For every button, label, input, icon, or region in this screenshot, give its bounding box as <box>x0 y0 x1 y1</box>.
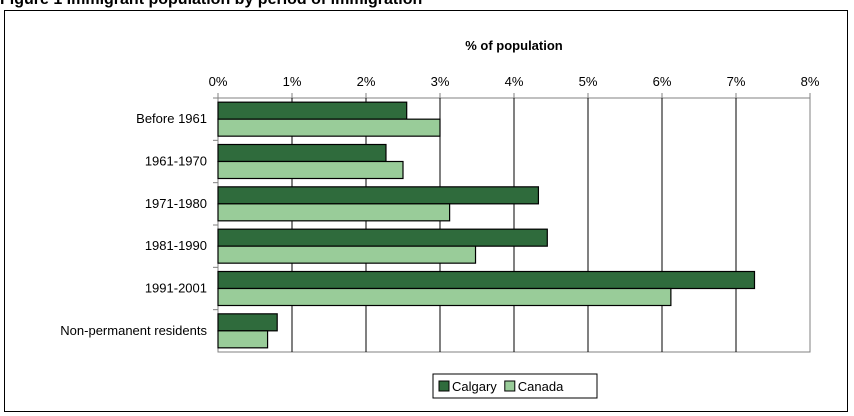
page-title: Figure 1 Immigrant population by period … <box>0 0 854 10</box>
category-label: 1971-1980 <box>145 196 207 211</box>
x-tick-label: 2% <box>357 74 376 89</box>
bar-canada-4 <box>217 287 672 307</box>
bar-canada-2 <box>217 203 451 222</box>
x-tick-label: 5% <box>579 74 598 89</box>
bar-calgary-4 <box>217 270 756 290</box>
category-label: Before 1961 <box>136 111 207 126</box>
x-tick-label: 4% <box>505 74 524 89</box>
bar-calgary-0 <box>217 101 408 120</box>
x-tick-label: 1% <box>283 74 302 89</box>
legend-label-canada: Canada <box>518 379 564 394</box>
x-tick-label: 0% <box>209 74 228 89</box>
chart-title: % of population <box>465 38 563 53</box>
legend-label-calgary: Calgary <box>452 379 497 394</box>
bar-canada-3 <box>217 245 477 264</box>
bar-calgary-3 <box>217 228 548 247</box>
bar-canada-0 <box>217 118 441 137</box>
category-label: 1981-1990 <box>145 238 207 253</box>
category-label: 1961-1970 <box>145 154 207 169</box>
legend-swatch-canada <box>504 380 516 392</box>
legend-swatch-calgary <box>438 380 450 392</box>
bar-calgary-5 <box>217 313 278 332</box>
x-tick-label: 8% <box>801 74 820 89</box>
x-tick-label: 6% <box>653 74 672 89</box>
bar-canada-1 <box>217 160 404 180</box>
category-label: Non-permanent residents <box>60 323 207 338</box>
bar-calgary-2 <box>217 186 540 205</box>
bar-calgary-1 <box>217 143 387 163</box>
x-tick-label: 3% <box>431 74 450 89</box>
chart-frame <box>4 10 848 412</box>
bar-canada-5 <box>217 330 269 349</box>
category-label: 1991-2001 <box>145 281 207 296</box>
x-tick-label: 7% <box>727 74 746 89</box>
